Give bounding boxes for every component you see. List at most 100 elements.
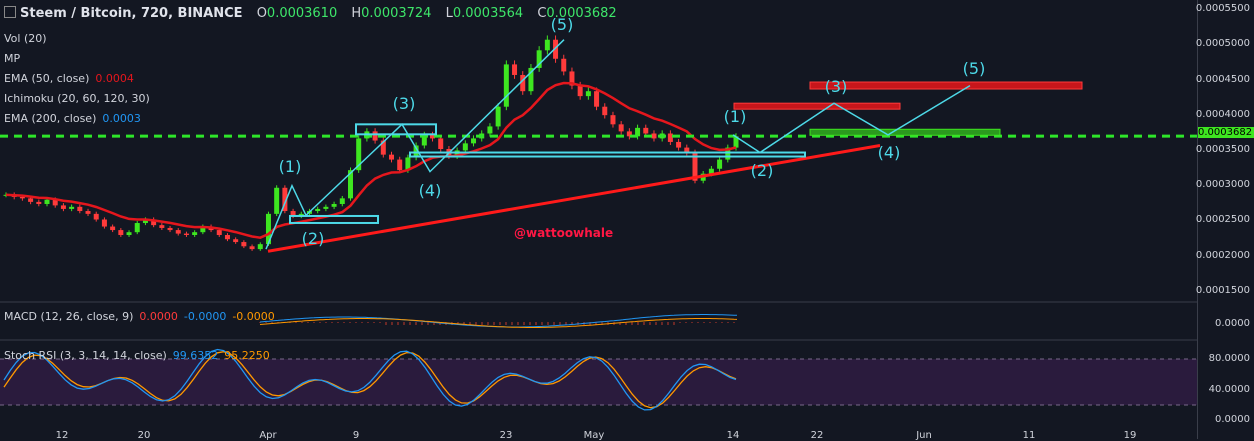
chart-canvas[interactable]: (1) (2) (3) (4) (5) (1) (2) (3) (4) (5) <box>0 0 1198 439</box>
candle-body <box>339 198 345 204</box>
candle-body <box>142 219 148 224</box>
candle-body <box>635 127 641 137</box>
candle-body <box>585 91 591 97</box>
indicator-ema200[interactable]: EMA (200, close) 0.0003 <box>4 112 141 125</box>
candle-body <box>224 235 230 240</box>
candle-body <box>159 225 165 228</box>
candle-body <box>241 242 247 247</box>
candle-body <box>487 126 493 134</box>
stoch-tick-label: 40.0000 <box>1208 384 1250 395</box>
time-tick-label: Apr <box>259 430 277 441</box>
candle-body <box>692 152 698 181</box>
candle-body <box>733 136 739 148</box>
collapse-checkbox-icon[interactable] <box>4 6 16 18</box>
candle-body <box>298 213 304 216</box>
candle-body <box>667 133 673 142</box>
candle-body <box>389 154 395 160</box>
close-key: C <box>537 6 547 21</box>
candle-body <box>290 211 296 216</box>
indicator-ema50[interactable]: EMA (50, close) 0.0004 <box>4 72 134 85</box>
candle-body <box>60 205 66 209</box>
candle-body <box>676 141 682 148</box>
candle-body <box>651 133 657 139</box>
candle-body <box>536 50 542 68</box>
price-tick-label: 0.0002500 <box>1195 214 1250 225</box>
candle-body <box>471 138 477 144</box>
candle-body <box>200 226 206 233</box>
candle-body <box>643 127 649 134</box>
candle-body <box>44 199 50 204</box>
candle-body <box>19 196 25 199</box>
trend-line <box>267 143 881 253</box>
candle-body <box>110 226 116 231</box>
candle-body <box>192 232 198 236</box>
candle-body <box>175 230 181 234</box>
candle-body <box>118 230 124 236</box>
macd-signal-line <box>259 318 738 328</box>
macd-value: -0.0000 <box>183 310 227 323</box>
candle-body <box>101 219 107 227</box>
wave-label: (1) <box>279 157 302 176</box>
candle-body <box>561 58 567 72</box>
time-tick-label: May <box>583 430 605 441</box>
price-tick-label: 0.0005000 <box>1195 38 1250 49</box>
candle-body <box>684 147 690 153</box>
candle-body <box>717 159 723 169</box>
wave-label: (4) <box>419 181 442 200</box>
candle-body <box>725 147 731 160</box>
wave-label: (5) <box>551 15 574 34</box>
candle-body <box>421 134 427 146</box>
candle-body <box>257 244 263 250</box>
candle-body <box>708 168 714 174</box>
candle-body <box>626 131 632 137</box>
projected-wave-label: (3) <box>825 77 848 96</box>
indicator-macd[interactable]: MACD (12, 26, close, 9) 0.0000 -0.0000 -0.0… <box>4 310 275 323</box>
candle-body <box>347 170 353 199</box>
indicator-vol[interactable]: Vol (20) <box>4 32 47 45</box>
low-key: L <box>445 6 453 21</box>
stoch-band <box>0 359 1198 405</box>
projected-wave-path <box>732 84 971 154</box>
high-key: H <box>351 6 362 21</box>
candle-body <box>405 157 411 171</box>
ema200-value: 0.0003 <box>102 112 141 125</box>
candle-body <box>602 106 608 116</box>
candle-body <box>356 138 362 171</box>
wave-label: (3) <box>393 94 416 113</box>
indicator-stoch-rsi[interactable]: Stoch RSI (3, 3, 14, 14, close) 99.6352 95… <box>4 349 270 362</box>
price-tick-label: 0.0003000 <box>1195 179 1250 190</box>
candle-body <box>380 140 386 155</box>
projected-wave-label: (4) <box>878 143 901 162</box>
time-tick-label: 20 <box>137 430 151 441</box>
candle-body <box>503 64 509 107</box>
candle-body <box>28 198 34 202</box>
candle-body <box>544 39 550 51</box>
indicator-ichimoku[interactable]: Ichimoku (20, 60, 120, 30) <box>4 92 150 105</box>
candle-body <box>282 187 288 212</box>
indicator-mp[interactable]: MP <box>4 52 21 65</box>
price-axis[interactable]: 0.0005500 0.0005000 0.0004500 0.0004000 … <box>1195 0 1254 439</box>
projected-wave-label: (2) <box>751 161 774 180</box>
candle-body <box>610 115 616 125</box>
price-tick-label: 0.0003500 <box>1195 144 1250 155</box>
macd-signal-value: -0.0000 <box>232 310 275 323</box>
stoch-k-value: 99.6352 <box>172 349 219 362</box>
open-key: O <box>256 6 267 21</box>
stoch-label: Stoch RSI (3, 3, 14, 14, close) <box>4 349 167 362</box>
candle-body <box>430 134 436 139</box>
candle-body <box>85 211 91 214</box>
watermark: @wattoowhale <box>514 226 614 240</box>
price-tick-label: 0.0004000 <box>1195 109 1250 120</box>
candle-body <box>594 91 600 107</box>
macd-label: MACD (12, 26, close, 9) <box>4 310 134 323</box>
symbol-title[interactable]: Steem / Bitcoin, 720, BINANCE <box>20 6 243 21</box>
candle-body <box>52 199 58 206</box>
ema50-label: EMA (50, close) <box>4 72 90 85</box>
candle-body <box>528 67 534 92</box>
ema200-label: EMA (200, close) <box>4 112 97 125</box>
candle-body <box>520 74 526 92</box>
time-tick-label: 23 <box>499 430 513 441</box>
candle-body <box>397 159 403 171</box>
stoch-tick-label: 0.0000 <box>1215 414 1250 425</box>
high-value: 0.0003724 <box>361 6 432 21</box>
